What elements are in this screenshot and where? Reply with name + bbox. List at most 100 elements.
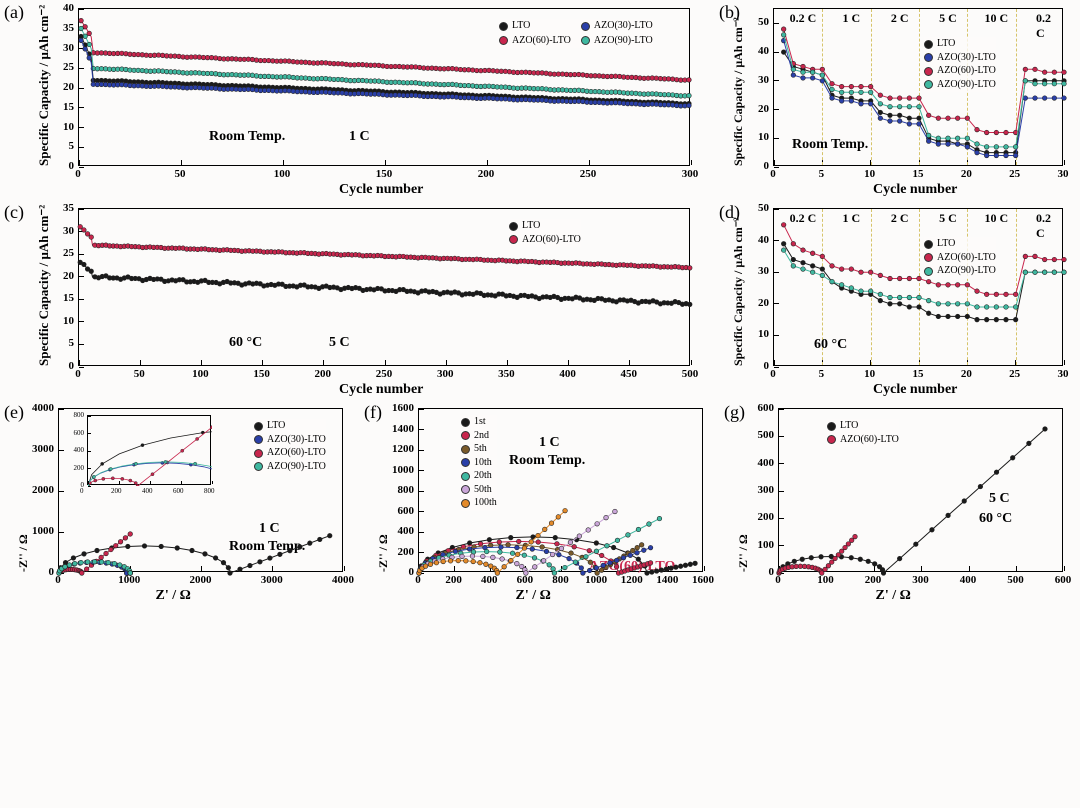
y-tick: 3000 <box>30 443 54 455</box>
x-tick: 200 <box>478 168 495 180</box>
y-tick: 40 <box>745 234 769 246</box>
y-tick: 50 <box>745 202 769 214</box>
x-tick: 150 <box>253 368 270 380</box>
x-tick: 350 <box>498 368 515 380</box>
y-tick: 0 <box>50 360 74 372</box>
panel-label: (f) <box>364 402 382 423</box>
panel-label: (e) <box>4 402 24 423</box>
x-tick: 400 <box>559 368 576 380</box>
x-tick: 300 <box>437 368 454 380</box>
plot-area: 60 °C5 CLTOAZO(60)-LTO <box>78 208 690 366</box>
x-tick: 100 <box>817 574 834 586</box>
x-tick: 500 <box>1007 574 1024 586</box>
series-svg <box>774 9 1064 167</box>
y-tick: 10 <box>50 121 74 133</box>
y-tick: 0 <box>745 160 769 172</box>
x-tick: 250 <box>580 168 597 180</box>
x-axis-label: Cycle number <box>873 382 957 398</box>
y-tick: 5 <box>50 337 74 349</box>
x-tick: 0 <box>415 574 421 586</box>
x-tick: 10 <box>864 168 875 180</box>
y-tick: 2000 <box>30 484 54 496</box>
y-tick: 10 <box>745 328 769 340</box>
x-tick: 1600 <box>692 574 714 586</box>
y-tick: 5 <box>50 140 74 152</box>
panel-e: (e) 1 CRoom Temp.LTOAZO(30)-LTOAZO(60)-LT… <box>0 400 360 610</box>
x-tick: 200 <box>445 574 462 586</box>
y-tick: 20 <box>50 81 74 93</box>
y-tick: 20 <box>50 270 74 282</box>
y-tick: 30 <box>745 265 769 277</box>
series-svg <box>79 9 691 167</box>
x-tick: 20 <box>961 168 972 180</box>
x-tick: 2000 <box>190 574 212 586</box>
panel-d: (d)0.2 C1 C2 C5 C10 C0.2 C60 °CLTOAZO(60… <box>715 200 1080 400</box>
y-tick: 1000 <box>30 525 54 537</box>
y-tick: 600 <box>750 402 774 414</box>
x-tick: 4000 <box>332 574 354 586</box>
y-tick: 400 <box>750 457 774 469</box>
plot-area: 0.2 C1 C2 C5 C10 C0.2 C60 °CLTOAZO(60)-L… <box>773 208 1063 366</box>
x-tick: 25 <box>1009 168 1020 180</box>
x-tick: 100 <box>192 368 209 380</box>
x-tick: 1200 <box>621 574 643 586</box>
series-svg <box>419 409 704 573</box>
x-tick: 0 <box>55 574 61 586</box>
x-tick: 600 <box>517 574 534 586</box>
series-svg <box>79 209 691 367</box>
y-tick: 30 <box>745 74 769 86</box>
y-tick: 100 <box>750 539 774 551</box>
x-tick: 300 <box>912 574 929 586</box>
x-tick: 30 <box>1058 168 1069 180</box>
plot-area: 1 CRoom Temp.AZO(60)-LTO1st2nd5th10th20t… <box>418 408 703 572</box>
series-svg <box>779 409 1064 573</box>
x-axis-label: Z' / Ω <box>156 588 191 604</box>
plot-area: 5 C60 °CLTOAZO(60)-LTO <box>778 408 1063 572</box>
x-tick: 5 <box>819 168 825 180</box>
x-tick: 1000 <box>118 574 140 586</box>
x-tick: 25 <box>1009 368 1020 380</box>
y-tick: 0 <box>750 566 774 578</box>
x-tick: 800 <box>552 574 569 586</box>
x-tick: 0 <box>75 368 81 380</box>
x-tick: 1000 <box>585 574 607 586</box>
x-tick: 50 <box>134 368 145 380</box>
y-tick: 20 <box>745 103 769 115</box>
y-tick: 0 <box>30 566 54 578</box>
y-tick: 800 <box>390 484 414 496</box>
x-axis-label: Z' / Ω <box>876 588 911 604</box>
y-axis-label: -Z'' / Ω <box>376 534 391 572</box>
x-tick: 100 <box>274 168 291 180</box>
y-tick: 50 <box>745 16 769 28</box>
x-tick: 200 <box>865 574 882 586</box>
y-tick: 300 <box>750 484 774 496</box>
y-tick: 15 <box>50 101 74 113</box>
x-tick: 200 <box>315 368 332 380</box>
y-tick: 200 <box>750 511 774 523</box>
x-tick: 450 <box>621 368 638 380</box>
x-tick: 1400 <box>656 574 678 586</box>
plot-area: 1 CRoom Temp.LTOAZO(30)-LTOAZO(60)-LTOAZ… <box>58 408 343 572</box>
x-tick: 0 <box>775 574 781 586</box>
x-tick: 400 <box>960 574 977 586</box>
x-tick: 3000 <box>261 574 283 586</box>
x-tick: 20 <box>961 368 972 380</box>
panel-b: (b)0.2 C1 C2 C5 C10 C0.2 CRoom Temp.LTOA… <box>715 0 1080 200</box>
panel-f: (f) 1 CRoom Temp.AZO(60)-LTO1st2nd5th10th… <box>360 400 720 610</box>
y-tick: 15 <box>50 292 74 304</box>
panel-c: (c)60 °C5 CLTOAZO(60)-LTOSpecific Capaci… <box>0 200 715 400</box>
y-tick: 30 <box>50 225 74 237</box>
y-tick: 20 <box>745 297 769 309</box>
y-tick: 40 <box>50 2 74 14</box>
y-tick: 35 <box>50 22 74 34</box>
panel-label: (g) <box>724 402 745 423</box>
y-tick: 1400 <box>390 423 414 435</box>
x-tick: 0 <box>770 368 776 380</box>
x-tick: 5 <box>819 368 825 380</box>
y-tick: 25 <box>50 247 74 259</box>
y-tick: 400 <box>390 525 414 537</box>
y-tick: 0 <box>390 566 414 578</box>
inset-plot: 02004006008000200400600800 <box>87 415 211 485</box>
panel-a: (a)Room Temp.1 CLTOAZO(30)-LTOAZO(60)-LT… <box>0 0 715 200</box>
x-tick: 15 <box>913 168 924 180</box>
